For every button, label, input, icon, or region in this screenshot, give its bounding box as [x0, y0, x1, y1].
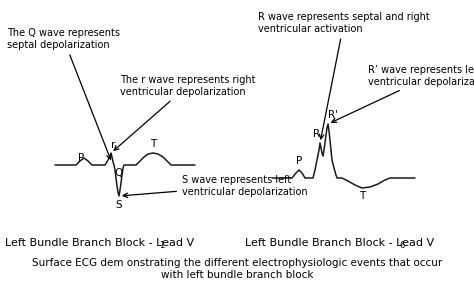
Text: S: S — [116, 200, 122, 210]
Text: T: T — [359, 191, 365, 201]
Text: 1: 1 — [159, 241, 164, 250]
Text: T: T — [150, 139, 156, 149]
Text: P: P — [78, 153, 84, 163]
Text: The r wave represents right
ventricular depolarization: The r wave represents right ventricular … — [114, 75, 255, 150]
Text: R': R' — [328, 110, 338, 120]
Text: S wave represents left
ventricular depolarization: S wave represents left ventricular depol… — [123, 175, 308, 198]
Text: R: R — [313, 129, 320, 139]
Text: Left Bundle Branch Block - Lead V: Left Bundle Branch Block - Lead V — [245, 238, 434, 248]
Text: Surface ECG dem onstrating the different electrophysiologic events that occur
wi: Surface ECG dem onstrating the different… — [32, 258, 442, 280]
Text: The Q wave represents
septal depolarization: The Q wave represents septal depolarizat… — [7, 28, 120, 159]
Text: R wave represents septal and right
ventricular activation: R wave represents septal and right ventr… — [258, 12, 430, 139]
Text: 6: 6 — [399, 241, 404, 250]
Text: Q: Q — [114, 168, 122, 178]
Text: r: r — [111, 140, 115, 150]
Text: Left Bundle Branch Block - Lead V: Left Bundle Branch Block - Lead V — [5, 238, 194, 248]
Text: P: P — [296, 156, 302, 166]
Text: R’ wave represents left
ventricular depolarization: R’ wave represents left ventricular depo… — [332, 65, 474, 122]
